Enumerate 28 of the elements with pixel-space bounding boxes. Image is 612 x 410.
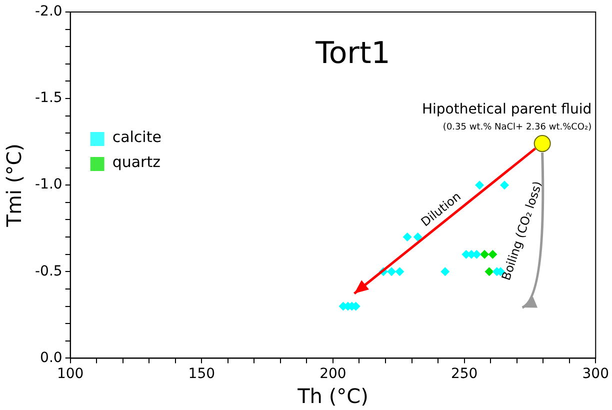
point — [440, 267, 450, 276]
point — [402, 232, 412, 242]
y-tick-label: -1.5 — [34, 90, 62, 106]
x-tick-label: 300 — [582, 366, 610, 382]
y-tick-label: -2.0 — [34, 4, 62, 20]
point — [387, 267, 396, 276]
text: Tort1 — [314, 36, 390, 71]
point — [484, 267, 494, 276]
legend-label: calcite — [112, 128, 162, 146]
annotation: (0.35 wt.% NaCl+ 2.36 wt.%CO₂) — [442, 122, 592, 133]
point — [395, 267, 404, 276]
x-tick-label: 250 — [450, 366, 478, 382]
x-tick-label: 200 — [320, 366, 346, 382]
point — [475, 180, 484, 190]
x-tick-label: 100 — [56, 366, 84, 382]
y-axis-title: Tmi (°C) — [2, 144, 26, 228]
y-tick-label: -1.0 — [34, 176, 62, 193]
y-tick-label: 0.0 — [40, 350, 62, 366]
point — [480, 250, 490, 259]
point — [500, 180, 509, 190]
legend-label: quartz — [112, 152, 161, 171]
x-tick-label: 150 — [188, 366, 216, 382]
y-tick-label: -0.5 — [34, 263, 62, 280]
point — [413, 232, 422, 242]
text: Hipothetical parent fluid — [422, 102, 592, 118]
point — [488, 250, 498, 259]
point — [534, 135, 551, 152]
x-axis-title: Th (°C) — [296, 384, 368, 408]
